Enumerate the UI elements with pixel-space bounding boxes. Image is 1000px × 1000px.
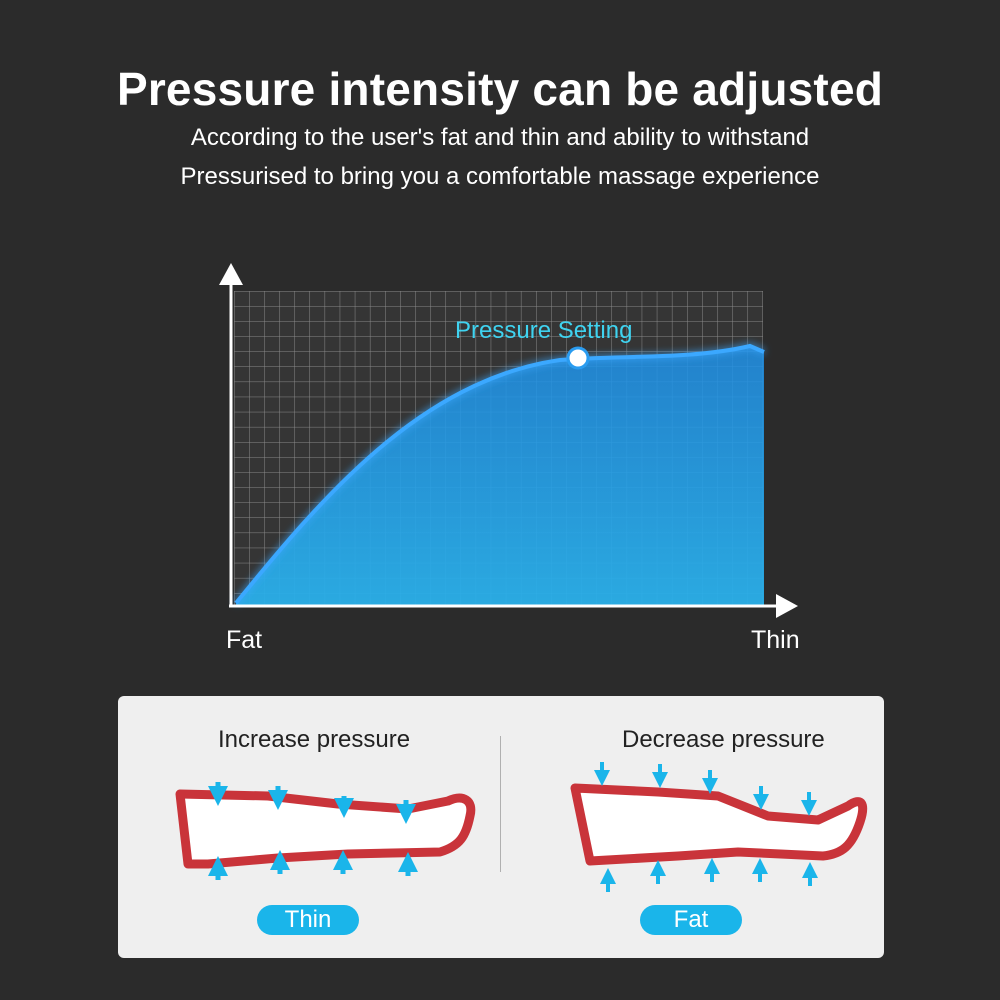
pressure-graph: Pressure Setting [219, 263, 798, 618]
inward-arrows-icon [208, 782, 418, 880]
x-start-label: Fat [226, 626, 263, 654]
increase-pressure-heading: Increase pressure [218, 726, 411, 753]
thin-badge: Thin [257, 905, 359, 935]
pressure-curve [234, 343, 765, 605]
subtitle-line-1: According to the user's fat and thin and… [190, 124, 810, 151]
subtitle-line-2: Pressurised to bring you a comfortable m… [180, 163, 820, 190]
panel-divider [500, 736, 501, 872]
pressure-area [236, 346, 764, 605]
y-axis-arrow [219, 263, 243, 285]
fat-badge: Fat [640, 905, 742, 935]
leg-illustrations [175, 762, 868, 892]
comparison-panel: Increase pressure Decrease pressure [118, 696, 884, 958]
thin-leg-icon [175, 789, 476, 869]
pressure-setting-point [566, 346, 590, 370]
page-title: Pressure intensity can be adjusted [116, 63, 884, 115]
x-end-label: Thin [751, 626, 800, 654]
decrease-pressure-heading: Decrease pressure [622, 726, 825, 753]
x-axis-arrow [776, 594, 798, 618]
pressure-setting-label: Pressure Setting [455, 317, 632, 344]
fat-leg-icon [570, 783, 868, 866]
outward-arrows-icon [594, 762, 818, 892]
